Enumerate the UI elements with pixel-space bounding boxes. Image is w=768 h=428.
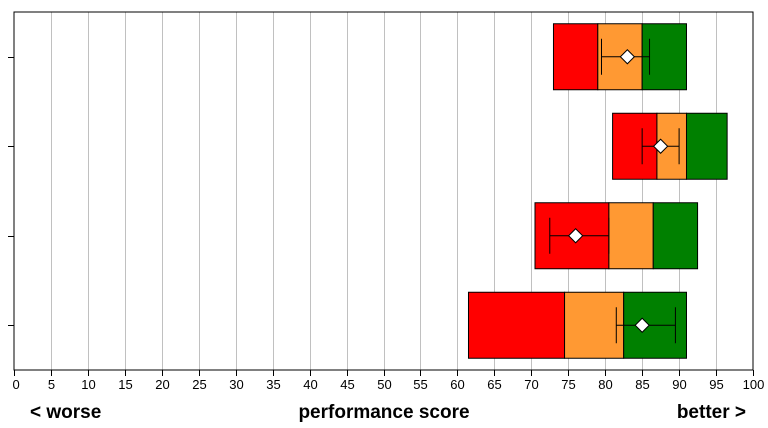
bar-segment (564, 291, 625, 359)
plot-border (13, 11, 754, 371)
bar-segment (652, 202, 699, 270)
x-axis: 0 5 10 15 20 25 30 35 40 45 50 55 60 65 70 75 80 85 90 95 10… (13, 370, 765, 392)
grid-lines (51, 12, 717, 370)
x-tick-label: 90 (672, 377, 686, 392)
x-tick-label: 40 (303, 377, 317, 392)
worse-label: < worse (30, 402, 102, 423)
x-tick-label: 10 (81, 377, 95, 392)
x-tick-label: 30 (229, 377, 243, 392)
x-tick-label: 0 (13, 377, 20, 392)
x-tick-label: 55 (413, 377, 427, 392)
y-ticks (8, 57, 14, 326)
x-tick-label: 50 (377, 377, 391, 392)
score-marker (652, 138, 669, 154)
score-marker (634, 317, 650, 333)
x-tick-label: 20 (155, 377, 169, 392)
x-tick-label: 80 (598, 377, 612, 392)
x-tick-label: 15 (118, 377, 132, 392)
better-label: better > (676, 402, 746, 423)
x-tick-label: 85 (635, 377, 649, 392)
x-tick-label: 25 (192, 377, 206, 392)
x-tick-label: 70 (524, 377, 538, 392)
x-tick-label: 5 (48, 377, 55, 392)
x-tick-label: 100 (743, 377, 765, 392)
markers-layer (549, 38, 680, 344)
bar-segment (685, 112, 728, 180)
bar-segment (467, 291, 566, 359)
x-tick-label: 65 (487, 377, 501, 392)
x-tick-label: 60 (450, 377, 464, 392)
score-marker (619, 49, 636, 65)
bar-segment (608, 202, 654, 270)
x-tick-label: 35 (266, 377, 280, 392)
x-tick-label: 75 (561, 377, 575, 392)
bar-segment (552, 23, 599, 91)
x-tick-label: 45 (340, 377, 354, 392)
score-marker (567, 228, 584, 244)
x-axis-title: performance score (298, 402, 470, 423)
x-tick-label: 95 (709, 377, 723, 392)
